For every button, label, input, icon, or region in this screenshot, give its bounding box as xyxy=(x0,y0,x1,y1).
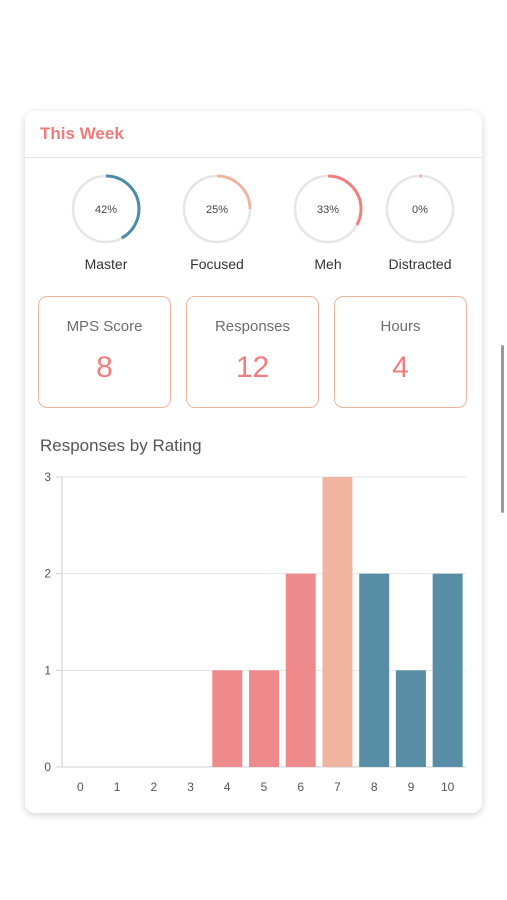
ring-master-gauge: 42% xyxy=(71,174,141,244)
x-tick-label: 0 xyxy=(77,780,84,794)
x-tick-label: 9 xyxy=(408,780,415,794)
x-tick-label: 7 xyxy=(334,780,341,794)
stat-mps-score-label: MPS Score xyxy=(66,318,143,335)
stat-mps-score: MPS Score 8 xyxy=(38,296,171,408)
bar-4[interactable] xyxy=(212,670,243,767)
chart-title: Responses by Rating xyxy=(40,436,202,455)
x-tick-label: 5 xyxy=(261,780,268,794)
scrollbar[interactable] xyxy=(501,345,504,513)
this-week-card: This Week 42% Master 25% Focused 33% xyxy=(25,111,482,813)
ring-meh-percent: 33% xyxy=(317,204,339,216)
ring-focused-label: Focused xyxy=(190,256,244,272)
ring-distracted-label: Distracted xyxy=(388,256,452,272)
y-tick-label: 3 xyxy=(44,470,51,484)
stat-hours: Hours 4 xyxy=(334,296,467,408)
x-tick-label: 6 xyxy=(297,780,304,794)
x-tick-label: 1 xyxy=(114,780,121,794)
ring-master: 42% Master xyxy=(56,173,156,272)
stat-hours-value: 4 xyxy=(392,351,409,384)
x-tick-label: 8 xyxy=(371,780,378,794)
bar-10[interactable] xyxy=(432,573,463,767)
card-header: This Week xyxy=(25,111,482,158)
y-tick-label: 0 xyxy=(44,760,51,774)
ring-distracted-percent: 0% xyxy=(412,204,428,216)
ring-distracted-gauge: 0% xyxy=(385,174,455,244)
ring-master-label: Master xyxy=(84,256,128,272)
ring-meh: 33% Meh xyxy=(278,173,378,272)
ring-master-percent: 42% xyxy=(95,204,117,216)
rating-rings: 42% Master 25% Focused 33% Meh 0 xyxy=(25,173,482,278)
x-tick-label: 10 xyxy=(441,780,455,794)
responses-bar-chart: 0 1 2 3 0 1 2 3 4 5 6 7 8 9 10 xyxy=(44,470,466,794)
ring-meh-gauge: 33% xyxy=(293,174,363,244)
bar-6[interactable] xyxy=(285,573,316,767)
ring-focused-gauge: 25% xyxy=(182,174,252,244)
ring-distracted: 0% Distracted xyxy=(370,173,470,272)
bar-5[interactable] xyxy=(249,670,279,767)
bar-8[interactable] xyxy=(359,573,390,767)
stats-row: MPS Score 8 Responses 12 Hours 4 xyxy=(25,296,482,410)
bar-9[interactable] xyxy=(395,670,426,767)
y-tick-label: 2 xyxy=(44,567,51,581)
ring-meh-label: Meh xyxy=(314,256,342,272)
stat-responses-label: Responses xyxy=(214,318,291,335)
stat-hours-label: Hours xyxy=(380,318,421,335)
stat-responses: Responses 12 xyxy=(186,296,319,408)
stat-mps-score-value: 8 xyxy=(96,351,113,384)
x-tick-label: 2 xyxy=(150,780,157,794)
stat-responses-value: 12 xyxy=(235,351,270,384)
x-tick-label: 3 xyxy=(187,780,194,794)
ring-focused: 25% Focused xyxy=(167,173,267,272)
card-title: This Week xyxy=(40,124,124,143)
bar-7[interactable] xyxy=(322,477,353,767)
x-tick-label: 4 xyxy=(224,780,231,794)
y-tick-label: 1 xyxy=(44,663,51,677)
ring-focused-percent: 25% xyxy=(206,204,228,216)
